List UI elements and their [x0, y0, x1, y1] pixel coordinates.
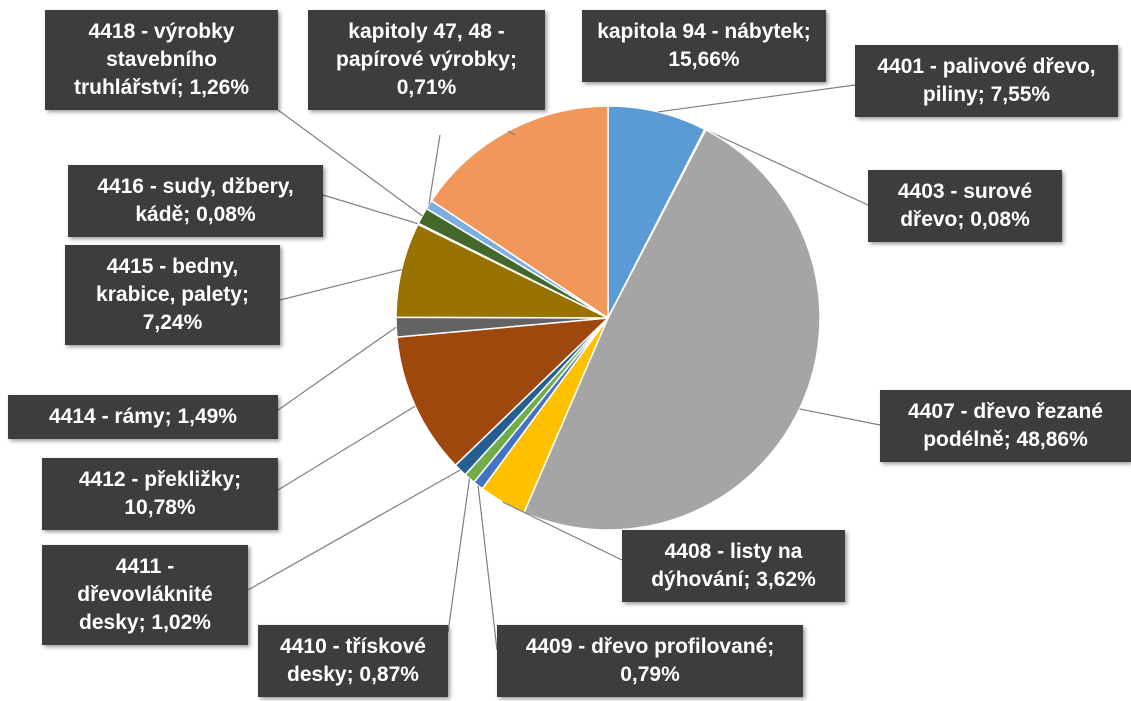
leader-line [277, 326, 397, 411]
category-label: 4401 - palivové dřevo, piliny; [877, 55, 1096, 106]
category-label: 4411 - dřevovláknité desky; [77, 555, 213, 634]
data-label: kapitola 94 - nábytek; 15,66% [582, 10, 826, 82]
leader-line [247, 469, 461, 591]
category-label: 4408 - listy na dýhování; [651, 540, 803, 591]
leader-line [447, 478, 471, 633]
leader-line [705, 129, 869, 206]
value-label: 0,79% [620, 663, 680, 686]
category-label: 4415 - bedny, krabice, palety; [96, 255, 249, 306]
data-label: 4407 - dřevo řezané podélně; 48,86% [880, 390, 1131, 462]
data-label: 4409 - dřevo profilované; 0,79% [497, 625, 803, 697]
category-label: 4403 - surové dřevo; [897, 180, 1033, 231]
value-label: 10,78% [124, 496, 196, 519]
data-label: 4403 - surové dřevo; 0,08% [868, 170, 1062, 242]
leader-line [657, 84, 856, 113]
data-label: 4416 - sudy, džbery, kádě; 0,08% [68, 165, 323, 237]
category-label: kapitoly 47, 48 - papírové výrobky; [336, 20, 517, 71]
category-label: kapitola 94 - nábytek; [597, 20, 811, 43]
leader-line [502, 501, 623, 561]
category-label: 4414 - rámy; [49, 405, 172, 428]
value-label: 0,08% [196, 203, 256, 226]
value-label: 7,55% [990, 83, 1051, 106]
leader-line [277, 405, 416, 491]
category-label: 4412 - překližky; [78, 468, 242, 491]
value-label: 1,49% [177, 405, 237, 428]
value-label: 15,66% [668, 48, 740, 71]
pie-slice [430, 105, 609, 320]
value-label: 3,62% [756, 568, 816, 591]
category-label: 4418 - výrobky stavebního truhlářství; [73, 20, 235, 99]
category-label: 4410 - třískové desky; [280, 635, 426, 686]
leader-line [507, 130, 516, 136]
category-label: 4409 - dřevo profilované; [525, 635, 775, 658]
value-label: 0,87% [359, 663, 419, 686]
value-label: 1,02% [151, 611, 211, 634]
leader-line [428, 134, 441, 205]
value-label: 7,24% [142, 311, 203, 334]
leader-line [322, 194, 419, 225]
data-label: 4415 - bedny, krabice, palety; 7,24% [65, 245, 280, 345]
leader-line [799, 408, 881, 426]
value-label: 48,86% [1016, 428, 1088, 451]
leader-line [277, 109, 423, 217]
category-label: 4407 - dřevo řezané podélně; [908, 400, 1103, 451]
data-label: 4411 - dřevovláknité desky; 1,02% [42, 545, 248, 645]
value-label: 0,08% [970, 208, 1030, 231]
value-label: 1,26% [189, 76, 250, 99]
pie-slice [607, 105, 706, 319]
data-label: 4414 - rámy; 1,49% [8, 395, 278, 439]
data-label: 4401 - palivové dřevo, piliny; 7,55% [855, 45, 1118, 117]
data-label: 4412 - překližky; 10,78% [42, 458, 278, 530]
leader-line [477, 485, 498, 651]
category-label: 4416 - sudy, džbery, kádě; [97, 175, 294, 226]
data-label: 4418 - výrobky stavebního truhlářství; 1… [45, 10, 278, 110]
value-label: 0,71% [396, 76, 457, 99]
data-label: 4410 - třískové desky; 0,87% [258, 625, 448, 697]
leader-line [279, 268, 402, 301]
data-label: 4408 - listy na dýhování; 3,62% [622, 530, 845, 602]
data-label: kapitoly 47, 48 - papírové výrobky; 0,71… [308, 10, 545, 110]
